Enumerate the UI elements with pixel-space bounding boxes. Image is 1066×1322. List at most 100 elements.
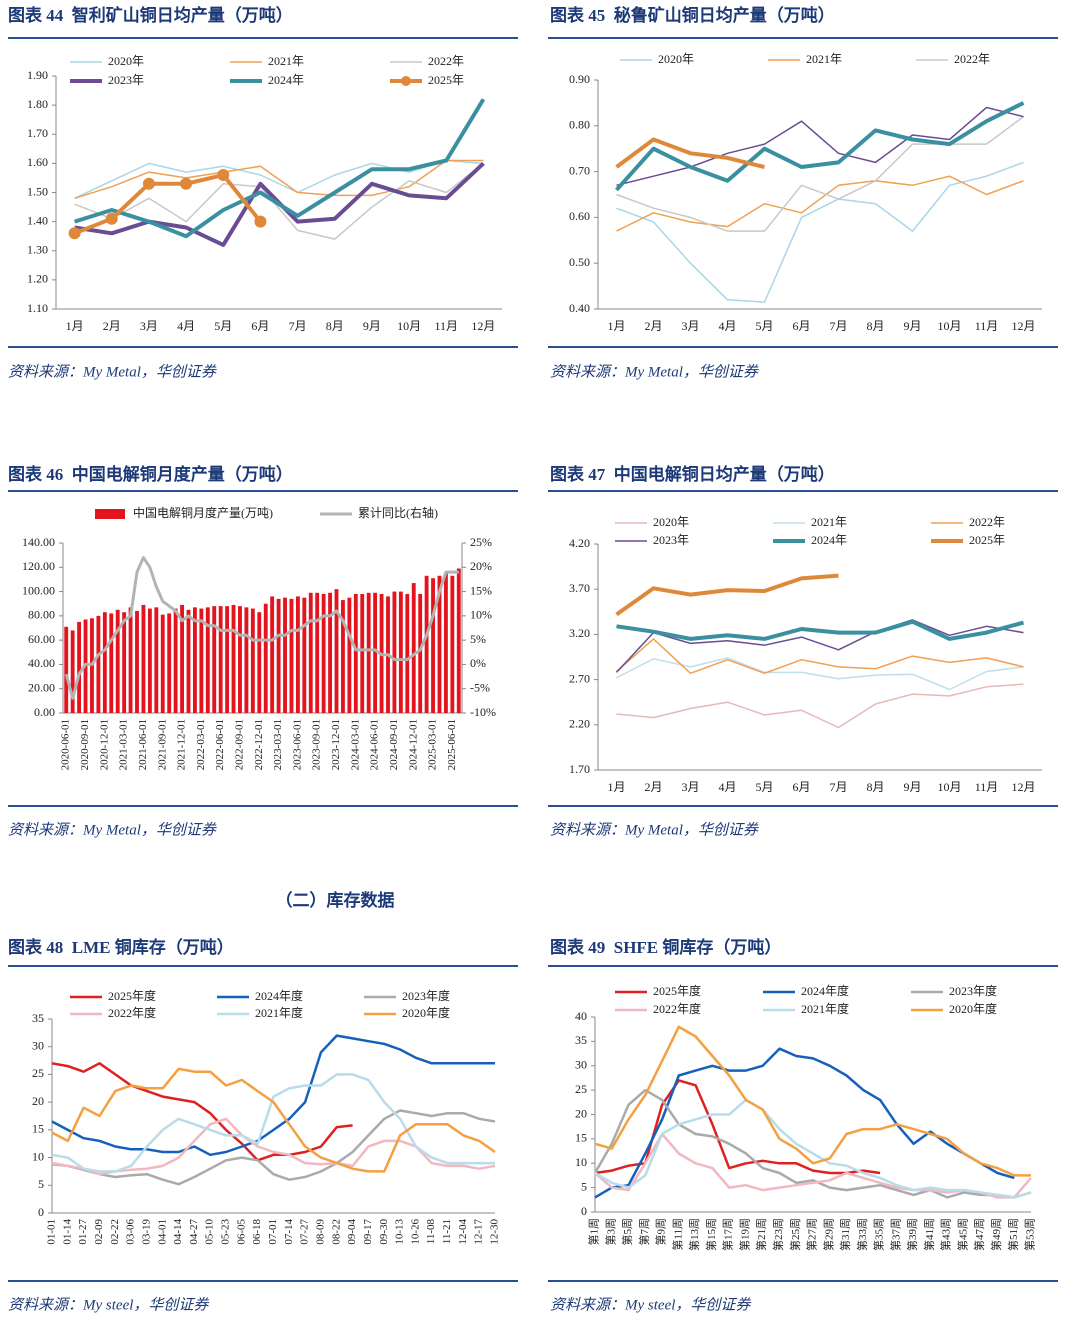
- legend-label: 2021年: [268, 54, 304, 68]
- x-tick-label: 2023-06-01: [291, 719, 303, 770]
- x-tick-label: 03-06: [125, 1219, 137, 1245]
- section-heading: （二）库存数据: [276, 890, 395, 910]
- x-tick-label: 08-22: [330, 1219, 342, 1245]
- x-tick-label: 1月: [607, 319, 625, 333]
- bar: [443, 573, 448, 713]
- series-line: [51, 1034, 495, 1157]
- legend-label: 2020年: [658, 52, 694, 66]
- y-tick-label: 15: [32, 1122, 44, 1136]
- x-tick-label: 第9周: [654, 1218, 668, 1246]
- x-tick-label: 02-09: [93, 1219, 105, 1245]
- y-tick-label: 3.70: [569, 581, 590, 595]
- bar: [424, 575, 429, 713]
- y-tick-label: 1.50: [27, 184, 48, 198]
- x-tick-label: 4月: [718, 780, 736, 794]
- legend-label: 2022年度: [653, 1001, 701, 1016]
- bar: [334, 589, 339, 713]
- x-tick-label: 8月: [326, 319, 344, 333]
- x-tick-label: 08-09: [314, 1219, 326, 1245]
- x-tick-label: 2022-06-01: [214, 719, 226, 770]
- x-tick-label: 第13周: [687, 1218, 701, 1251]
- x-tick-label: 07-14: [283, 1219, 295, 1245]
- x-tick-label: 5月: [755, 319, 773, 333]
- bar: [398, 591, 403, 713]
- y-tick-label: 140.00: [22, 535, 55, 549]
- bar: [199, 608, 204, 713]
- bar: [289, 598, 294, 713]
- bar: [154, 607, 159, 713]
- y-tick-label: 120.00: [22, 559, 55, 573]
- bar: [122, 612, 127, 713]
- x-tick-label: 6月: [792, 780, 810, 794]
- y-tick-label: 0.70: [569, 163, 590, 177]
- bar: [405, 594, 410, 713]
- bar: [238, 606, 242, 713]
- y-tick-label: 1.40: [27, 213, 48, 227]
- x-tick-label: 第29周: [821, 1218, 835, 1251]
- x-tick-label: 07-27: [299, 1219, 311, 1245]
- y-tick-label: 35: [575, 1033, 587, 1047]
- series-line: [615, 573, 839, 617]
- x-tick-label: 4月: [718, 319, 736, 333]
- x-tick-label: 02-22: [109, 1219, 121, 1245]
- y-tick-label: 60.00: [28, 632, 55, 646]
- y-tick-label: 15: [575, 1131, 587, 1145]
- x-tick-label: 8月: [866, 780, 884, 794]
- y2-tick-label: 20%: [470, 559, 492, 573]
- y-tick-label: 20: [32, 1094, 44, 1108]
- y-tick-label: 0.80: [569, 118, 590, 132]
- x-tick-label: 03-19: [140, 1219, 152, 1245]
- x-tick-label: 第49周: [989, 1218, 1003, 1251]
- x-tick-label: 04-14: [172, 1219, 184, 1245]
- bar: [128, 607, 133, 713]
- y-tick-label: 25: [575, 1082, 587, 1096]
- legend-label: 2023年度: [402, 988, 450, 1003]
- bar: [244, 607, 249, 713]
- bar: [167, 613, 172, 713]
- bar: [308, 592, 313, 713]
- y-tick-label: 1.30: [27, 243, 48, 257]
- bar: [109, 613, 114, 713]
- x-tick-label: 11月: [434, 319, 458, 333]
- bar: [437, 575, 442, 713]
- series-line: [73, 173, 262, 236]
- y-tick-label: 0.90: [569, 72, 590, 86]
- y-tick-label: 25: [32, 1066, 44, 1080]
- x-tick-label: 10月: [397, 319, 421, 333]
- series-line: [616, 106, 1024, 187]
- legend-label: 2025年度: [653, 983, 701, 998]
- legend-swatch: [95, 509, 125, 519]
- source: 资料来源：My steel，华创证券: [550, 1296, 751, 1313]
- bar: [147, 608, 152, 713]
- x-tick-label: 第17周: [721, 1218, 735, 1251]
- bar: [456, 568, 461, 713]
- x-tick-label: 7月: [829, 780, 847, 794]
- bar: [353, 594, 358, 713]
- legend-label: 2024年: [268, 73, 304, 87]
- y-tick-label: 0: [38, 1205, 44, 1219]
- y-tick-label: 100.00: [22, 583, 55, 597]
- x-tick-label: 第45周: [955, 1218, 969, 1251]
- x-tick-label: 06-18: [251, 1219, 263, 1245]
- bar: [225, 606, 230, 713]
- point: [142, 177, 155, 190]
- bar: [160, 614, 165, 713]
- point: [68, 227, 81, 240]
- bar: [347, 597, 352, 713]
- x-tick-label: 3月: [681, 780, 699, 794]
- bar: [411, 583, 416, 713]
- x-tick-label: 第19周: [737, 1218, 751, 1251]
- y-tick-label: 35: [32, 1011, 44, 1025]
- x-tick-label: 6月: [792, 319, 810, 333]
- y-tick-label: 0: [581, 1204, 587, 1218]
- series-line: [51, 1109, 496, 1186]
- y-tick-label: 0.50: [569, 255, 590, 269]
- y-tick-label: 1.80: [27, 97, 48, 111]
- x-tick-label: 第7周: [637, 1218, 651, 1246]
- bar: [295, 596, 300, 713]
- x-tick-label: 2023-12-01: [330, 719, 342, 770]
- legend-label: 2020年度: [949, 1001, 997, 1016]
- y-tick-label: 1.90: [27, 68, 48, 82]
- series-line: [594, 1098, 1032, 1199]
